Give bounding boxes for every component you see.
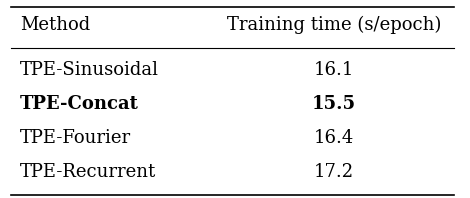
Text: 17.2: 17.2 (314, 163, 354, 181)
Text: Method: Method (20, 16, 90, 34)
Text: 15.5: 15.5 (312, 95, 356, 113)
Text: Training time (s/epoch): Training time (s/epoch) (227, 16, 441, 34)
Text: TPE-Concat: TPE-Concat (20, 95, 139, 113)
Text: TPE-Recurrent: TPE-Recurrent (20, 163, 156, 181)
Text: 16.1: 16.1 (314, 61, 354, 79)
Text: 16.4: 16.4 (314, 129, 354, 147)
Text: TPE-Fourier: TPE-Fourier (20, 129, 131, 147)
Text: TPE-Sinusoidal: TPE-Sinusoidal (20, 61, 159, 79)
